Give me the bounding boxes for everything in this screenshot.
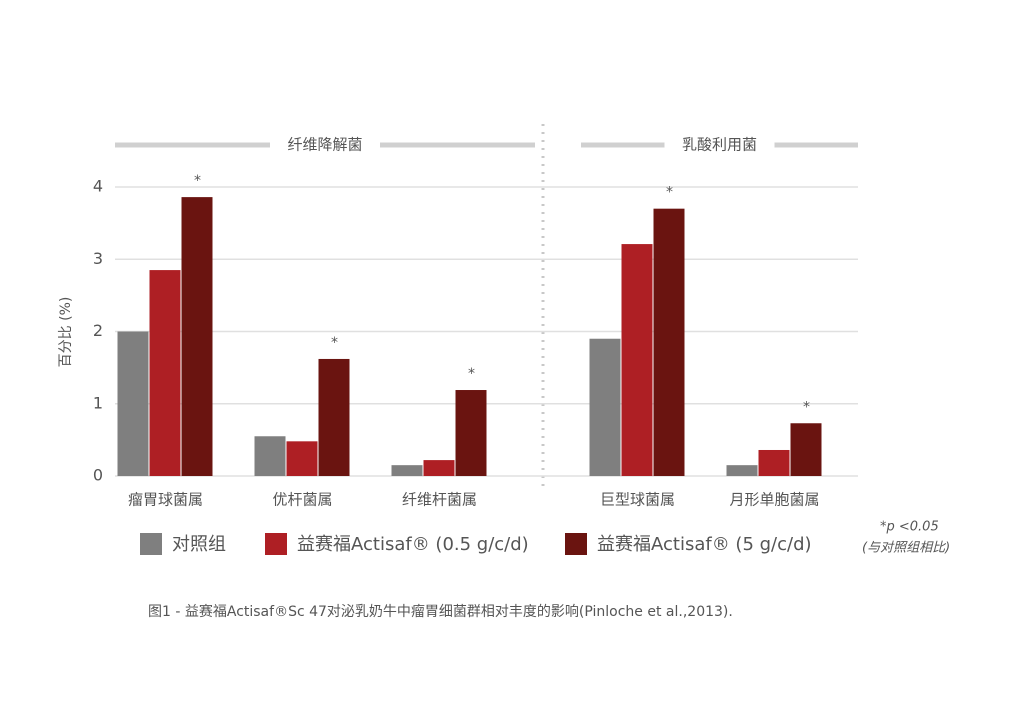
- bar: [423, 460, 455, 476]
- bar: [589, 338, 621, 476]
- y-tick-label: 2: [93, 321, 103, 340]
- group-label: 纤维降解菌: [287, 136, 362, 154]
- footnote: *p <0.05: [880, 520, 939, 535]
- bar: [181, 197, 213, 477]
- legend-label: 益赛福Actisaf® (0.5 g/c/d): [297, 534, 529, 555]
- caption: 图1 - 益赛福Actisaf®Sc 47对泌乳奶牛中瘤胃细菌群相对丰度的影响(…: [148, 603, 733, 620]
- bar: [286, 441, 318, 476]
- significance-marker: *: [468, 366, 475, 382]
- x-tick-label: 瘤胃球菌属: [128, 491, 203, 509]
- y-tick-label: 4: [93, 177, 103, 196]
- x-tick-label: 巨型球菌属: [600, 491, 675, 509]
- bar: [318, 358, 350, 476]
- bar: [149, 270, 181, 476]
- significance-marker: *: [194, 173, 201, 189]
- x-tick-label: 纤维杆菌属: [402, 491, 477, 509]
- y-tick-label: 0: [93, 466, 103, 485]
- bar: [117, 331, 149, 476]
- legend-swatch: [265, 533, 287, 555]
- legend-swatch: [565, 533, 587, 555]
- x-tick-label: 优杆菌属: [272, 491, 332, 509]
- bar: [790, 423, 822, 476]
- x-tick-label: 月形单胞菌属: [729, 491, 819, 509]
- bar: [758, 449, 790, 476]
- legend-label: 益赛福Actisaf® (5 g/c/d): [597, 534, 812, 555]
- y-tick-label: 1: [93, 393, 103, 412]
- y-axis-label: 百分比 (%): [58, 297, 74, 368]
- bar: [726, 465, 758, 476]
- footnote: (与对照组相比): [862, 541, 950, 556]
- group-label: 乳酸利用菌: [682, 136, 757, 154]
- bar: [254, 436, 286, 476]
- bar: [391, 465, 423, 476]
- significance-marker: *: [666, 185, 673, 201]
- bar: [653, 208, 685, 477]
- bar: [455, 390, 487, 476]
- legend-label: 对照组: [172, 534, 226, 555]
- significance-marker: *: [331, 335, 338, 351]
- legend-swatch: [140, 533, 162, 555]
- y-tick-label: 3: [93, 249, 103, 268]
- significance-marker: *: [803, 399, 810, 415]
- bar: [621, 244, 653, 476]
